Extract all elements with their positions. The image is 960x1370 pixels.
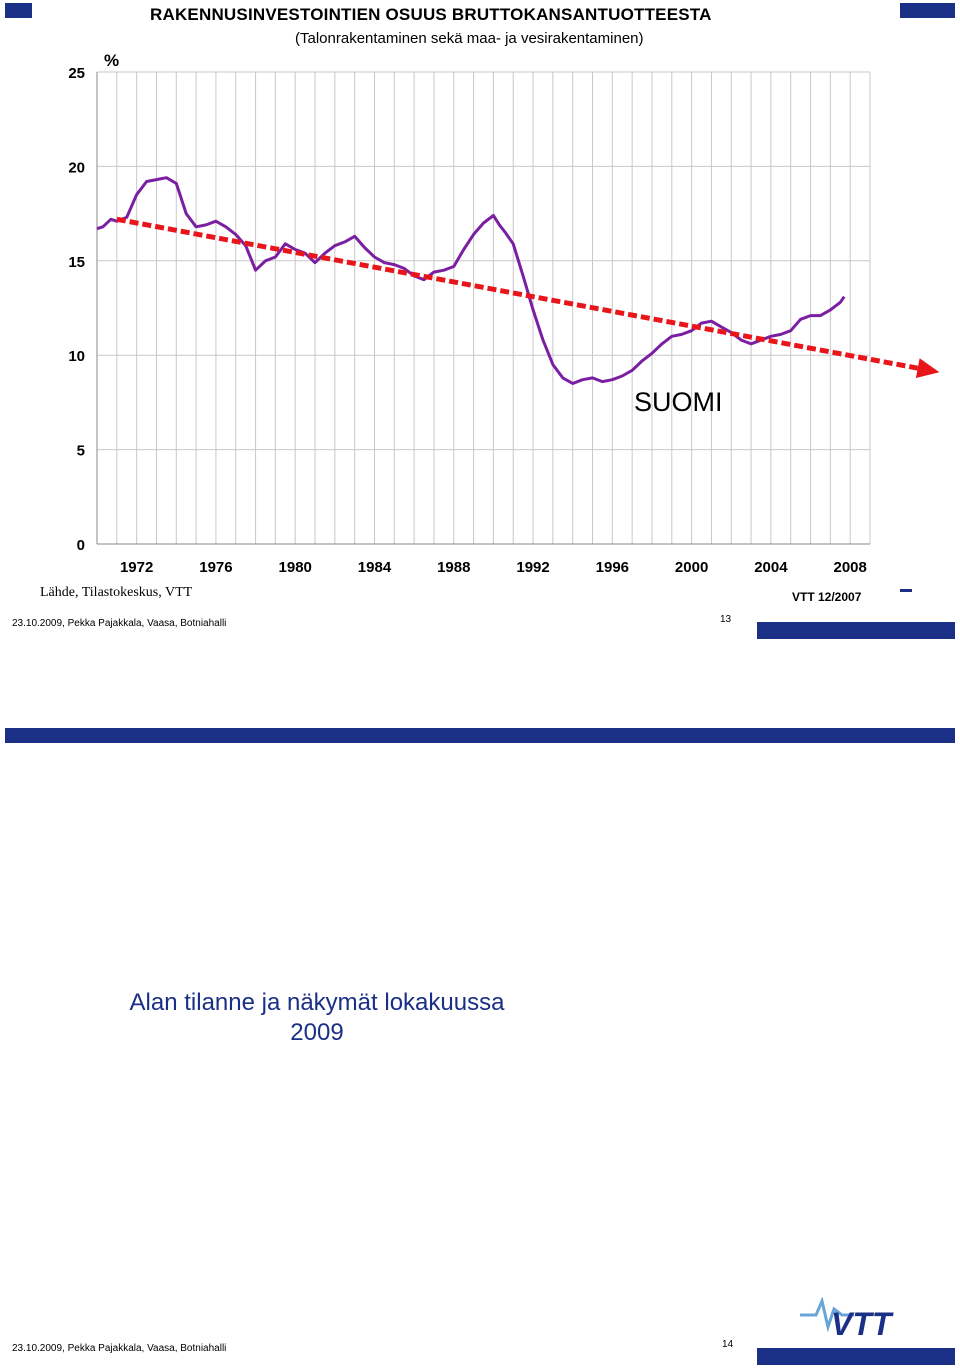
y-tick-label: 15 [68,254,85,271]
y-tick-label: 5 [77,443,85,460]
chart-subtitle: (Talonrakentaminen sekä maa- ja vesirake… [295,30,644,47]
source-label: Lähde, Tilastokeskus, VTT [40,585,193,600]
y-tick-label: 10 [68,348,85,365]
y-tick-label: 25 [68,65,85,82]
slide2-title: Alan tilanne ja näkymät lokakuussa 2009 [80,988,554,1048]
x-tick-label: 1972 [120,559,153,576]
chart-title: RAKENNUSINVESTOINTIEN OSUUS BRUTTOKANSAN… [150,5,712,24]
slide2-bottom-bar [757,1348,955,1365]
trend-arrowhead [915,358,940,378]
x-tick-label: 2008 [833,559,866,576]
x-tick-label: 1988 [437,559,470,576]
slide1-page-number: 13 [720,614,732,625]
vtt-logo: VTT [800,1297,894,1339]
y-axis-label: % [104,51,119,70]
vtt-logo-swoosh [800,1297,854,1333]
vtt-logo-text: VTT [831,1306,894,1339]
y-tick-label: 20 [68,159,85,176]
corner-bar-left [5,3,32,18]
x-tick-label: 1996 [596,559,629,576]
x-tick-label: 1992 [516,559,549,576]
x-tick-label: 2000 [675,559,708,576]
annotation-suomi: SUOMI [634,387,723,417]
slide1-footer: 23.10.2009, Pekka Pajakkala, Vaasa, Botn… [12,618,227,629]
slide2-title-line1: Alan tilanne ja näkymät lokakuussa [129,989,505,1016]
slide2-page-number: 14 [722,1339,734,1350]
chart: 0 5 10 15 20 25% 1972 1976 1980 1984 1988 1992 1996 2… [68,51,940,576]
slide2-top-bar [5,728,955,743]
blue-dash [900,589,912,592]
slide2-footer: 23.10.2009, Pekka Pajakkala, Vaasa, Botn… [12,1343,227,1354]
x-tick-label: 1976 [199,559,232,576]
x-tick-label: 1980 [279,559,312,576]
trend-line [116,216,919,371]
series-line [96,176,846,385]
corner-bar-right [900,3,955,18]
x-tick-label: 2004 [754,559,788,576]
vtt-stamp: VTT 12/2007 [792,590,862,604]
slide2-title-line2: 2009 [290,1019,344,1046]
slide1-bottom-bar [757,622,955,639]
x-tick-label: 1984 [358,559,392,576]
y-tick-label: 0 [77,537,85,554]
